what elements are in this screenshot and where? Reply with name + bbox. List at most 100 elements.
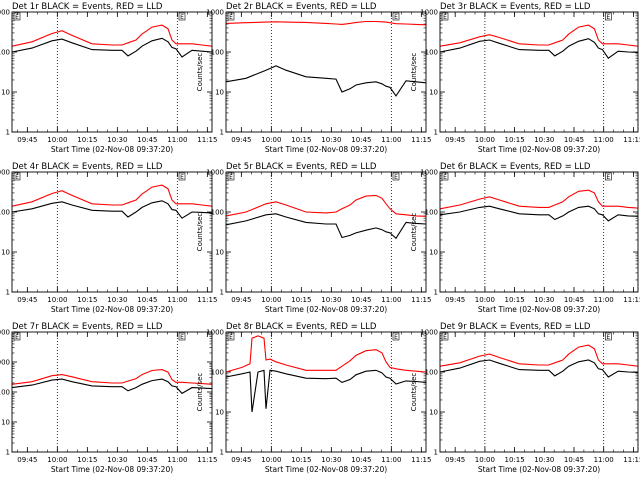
x-tick-label: 10:45: [137, 456, 157, 464]
flag-box: [178, 172, 186, 181]
y-tick-label: 100: [425, 49, 438, 57]
x-tick-label: 10:00: [475, 456, 495, 464]
lld-series-line: [225, 194, 427, 217]
x-tick-label: 10:30: [107, 456, 127, 464]
flag-letter: E: [15, 14, 19, 21]
y-tick-label: 100: [211, 49, 224, 57]
chart-panel-8: Det 8r BLACK = Events, RED = LLD Counts/s…: [196, 322, 431, 474]
y-tick-label: 1: [220, 449, 224, 457]
plot-frame: [225, 171, 427, 293]
plot-frame: [11, 11, 213, 133]
x-tick-label: 11:15: [197, 136, 217, 144]
lld-series-line: [225, 335, 427, 373]
lld-series-line: [439, 189, 639, 210]
x-tick-label: 11:00: [594, 136, 614, 144]
x-tick-label: 11:00: [167, 296, 187, 304]
x-tick-label: 10:45: [351, 456, 371, 464]
x-axis-label: Start Time (02-Nov-08 09:37:20): [478, 305, 600, 314]
flag-box: [13, 332, 21, 341]
y-tick-label: 1: [434, 129, 438, 137]
plot-frame: [439, 11, 639, 133]
flag-box: [227, 12, 235, 21]
x-tick-label: 10:00: [261, 136, 281, 144]
flag-box: [441, 12, 449, 21]
x-axis-label: Start Time (02-Nov-08 09:37:20): [265, 465, 387, 474]
y-tick-label: 100: [211, 209, 224, 217]
y-tick-label: 100: [0, 49, 10, 57]
y-axis-label: Counts/sec: [196, 213, 204, 252]
y-tick-label: 1: [434, 449, 438, 457]
flag-box: [227, 172, 235, 181]
flag-box: [441, 332, 449, 341]
chart-title: Det 8r BLACK = Events, RED = LLD: [226, 322, 377, 332]
lld-series-line: [225, 20, 427, 26]
x-tick-label: 10:30: [321, 296, 341, 304]
flag-letter: E: [443, 334, 447, 341]
x-tick-label: 11:00: [381, 296, 401, 304]
x-tick-label: 10:15: [504, 296, 524, 304]
x-tick-label: 11:15: [197, 296, 217, 304]
y-tick-label: 1000: [0, 169, 10, 177]
x-tick-label: 10:15: [77, 296, 97, 304]
x-tick-label: 10:15: [77, 136, 97, 144]
flag-box: [227, 332, 235, 341]
x-tick-label: 09:45: [445, 296, 465, 304]
x-tick-label: 11:15: [623, 136, 640, 144]
lld-series-line: [439, 24, 639, 47]
y-tick-label: 1000: [420, 329, 438, 337]
lld-series-line: [11, 24, 213, 47]
x-tick-label: 10:45: [137, 296, 157, 304]
x-tick-label: 10:30: [107, 296, 127, 304]
x-tick-label: 10:45: [564, 136, 584, 144]
x-tick-label: 10:00: [475, 136, 495, 144]
y-tick-label: 1000: [420, 169, 438, 177]
x-tick-label: 10:15: [291, 136, 311, 144]
y-axis-label: Counts/sec: [410, 373, 418, 412]
x-tick-label: 11:15: [197, 456, 217, 464]
lld-series-line: [439, 344, 639, 367]
y-tick-label: 10: [215, 249, 224, 257]
x-tick-label: 10:00: [261, 296, 281, 304]
flag-letter: E: [394, 14, 398, 21]
events-series-line: [11, 200, 213, 219]
x-axis-label: Start Time (02-Nov-08 09:37:20): [51, 305, 173, 314]
x-tick-label: 10:00: [47, 296, 67, 304]
x-tick-label: 10:45: [351, 136, 371, 144]
flag-letter: E: [229, 174, 233, 181]
flag-letter: E: [394, 174, 398, 181]
events-series-line: [225, 65, 427, 97]
events-series-line: [439, 205, 639, 222]
x-tick-label: 10:00: [47, 136, 67, 144]
y-tick-label: 1: [6, 289, 10, 297]
flag-box: [605, 172, 612, 181]
y-tick-label: 10: [429, 409, 438, 417]
y-tick-label: 100: [0, 389, 10, 397]
x-tick-label: 10:15: [504, 136, 524, 144]
x-tick-label: 09:45: [17, 136, 37, 144]
flag-letter: E: [606, 174, 610, 181]
chart-title: Det 6r BLACK = Events, RED = LLD: [440, 162, 591, 172]
x-tick-label: 10:30: [534, 296, 554, 304]
x-axis-label: Start Time (02-Nov-08 09:37:20): [265, 145, 387, 154]
y-tick-label: 1000: [206, 9, 224, 17]
x-tick-label: 11:15: [411, 136, 431, 144]
x-tick-label: 10:15: [291, 456, 311, 464]
x-tick-label: 09:45: [445, 136, 465, 144]
x-tick-label: 09:45: [231, 456, 251, 464]
x-axis-label: Start Time (02-Nov-08 09:37:20): [51, 145, 173, 154]
y-tick-label: 1000: [206, 169, 224, 177]
x-tick-label: 10:45: [137, 136, 157, 144]
x-tick-label: 09:45: [445, 456, 465, 464]
x-tick-label: 11:00: [381, 136, 401, 144]
x-tick-label: 10:30: [107, 136, 127, 144]
events-series-line: [11, 37, 213, 58]
flag-letter: E: [606, 334, 610, 341]
lld-series-line: [11, 369, 213, 385]
lld-series-line: [11, 184, 213, 207]
events-series-line: [225, 213, 427, 240]
x-tick-label: 11:15: [623, 296, 640, 304]
events-series-line: [11, 378, 213, 395]
x-axis-label: Start Time (02-Nov-08 09:37:20): [265, 305, 387, 314]
y-tick-label: 1: [434, 289, 438, 297]
